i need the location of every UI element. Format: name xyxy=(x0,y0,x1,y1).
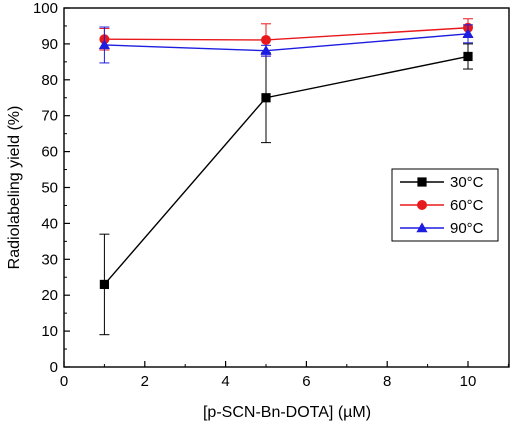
data-point xyxy=(98,39,110,50)
x-tick-label: 10 xyxy=(460,373,477,390)
legend-marker xyxy=(417,177,427,187)
y-axis: 0 10 20 30 40 50 60 70 80 90 100 xyxy=(33,0,70,376)
y-tick-label: 40 xyxy=(41,215,58,232)
x-tick-label: 6 xyxy=(302,373,310,390)
x-axis: 0 2 4 6 8 10 xyxy=(60,361,509,390)
series-layer xyxy=(98,18,474,336)
y-tick-label: 10 xyxy=(41,323,58,340)
y-tick-label: 30 xyxy=(41,251,58,268)
y-tick-label: 90 xyxy=(41,36,58,53)
series-line xyxy=(104,33,469,52)
x-tick-label: 4 xyxy=(221,373,229,390)
legend-label: 30°C xyxy=(450,174,484,191)
data-point xyxy=(463,51,473,62)
y-tick-label: 20 xyxy=(41,287,58,304)
data-point xyxy=(462,28,474,39)
data-point xyxy=(260,45,272,55)
y-tick-label: 50 xyxy=(41,180,58,197)
data-point xyxy=(99,279,109,290)
x-tick-label: 8 xyxy=(383,373,391,390)
data-point xyxy=(261,34,271,45)
y-tick-label: 60 xyxy=(41,144,58,161)
y-axis-title: Radiolabeling yield (%) xyxy=(6,106,23,270)
legend-marker xyxy=(417,200,427,210)
y-tick-label: 0 xyxy=(50,359,58,376)
x-tick-label: 0 xyxy=(60,373,68,390)
legend-marker xyxy=(416,222,428,233)
y-tick-label: 80 xyxy=(41,72,58,89)
legend-label: 60°C xyxy=(450,197,484,214)
series-0 xyxy=(99,43,473,336)
legend-label: 90°C xyxy=(450,220,484,237)
legend: 30°C 60°C 90°C xyxy=(391,168,499,242)
x-axis-title: [p-SCN-Bn-DOTA] (µM) xyxy=(203,404,371,421)
data-point xyxy=(261,93,271,103)
y-tick-label: 70 xyxy=(41,108,58,125)
y-tick-label: 100 xyxy=(33,0,58,17)
x-tick-label: 2 xyxy=(141,373,149,390)
series-2 xyxy=(98,24,474,64)
